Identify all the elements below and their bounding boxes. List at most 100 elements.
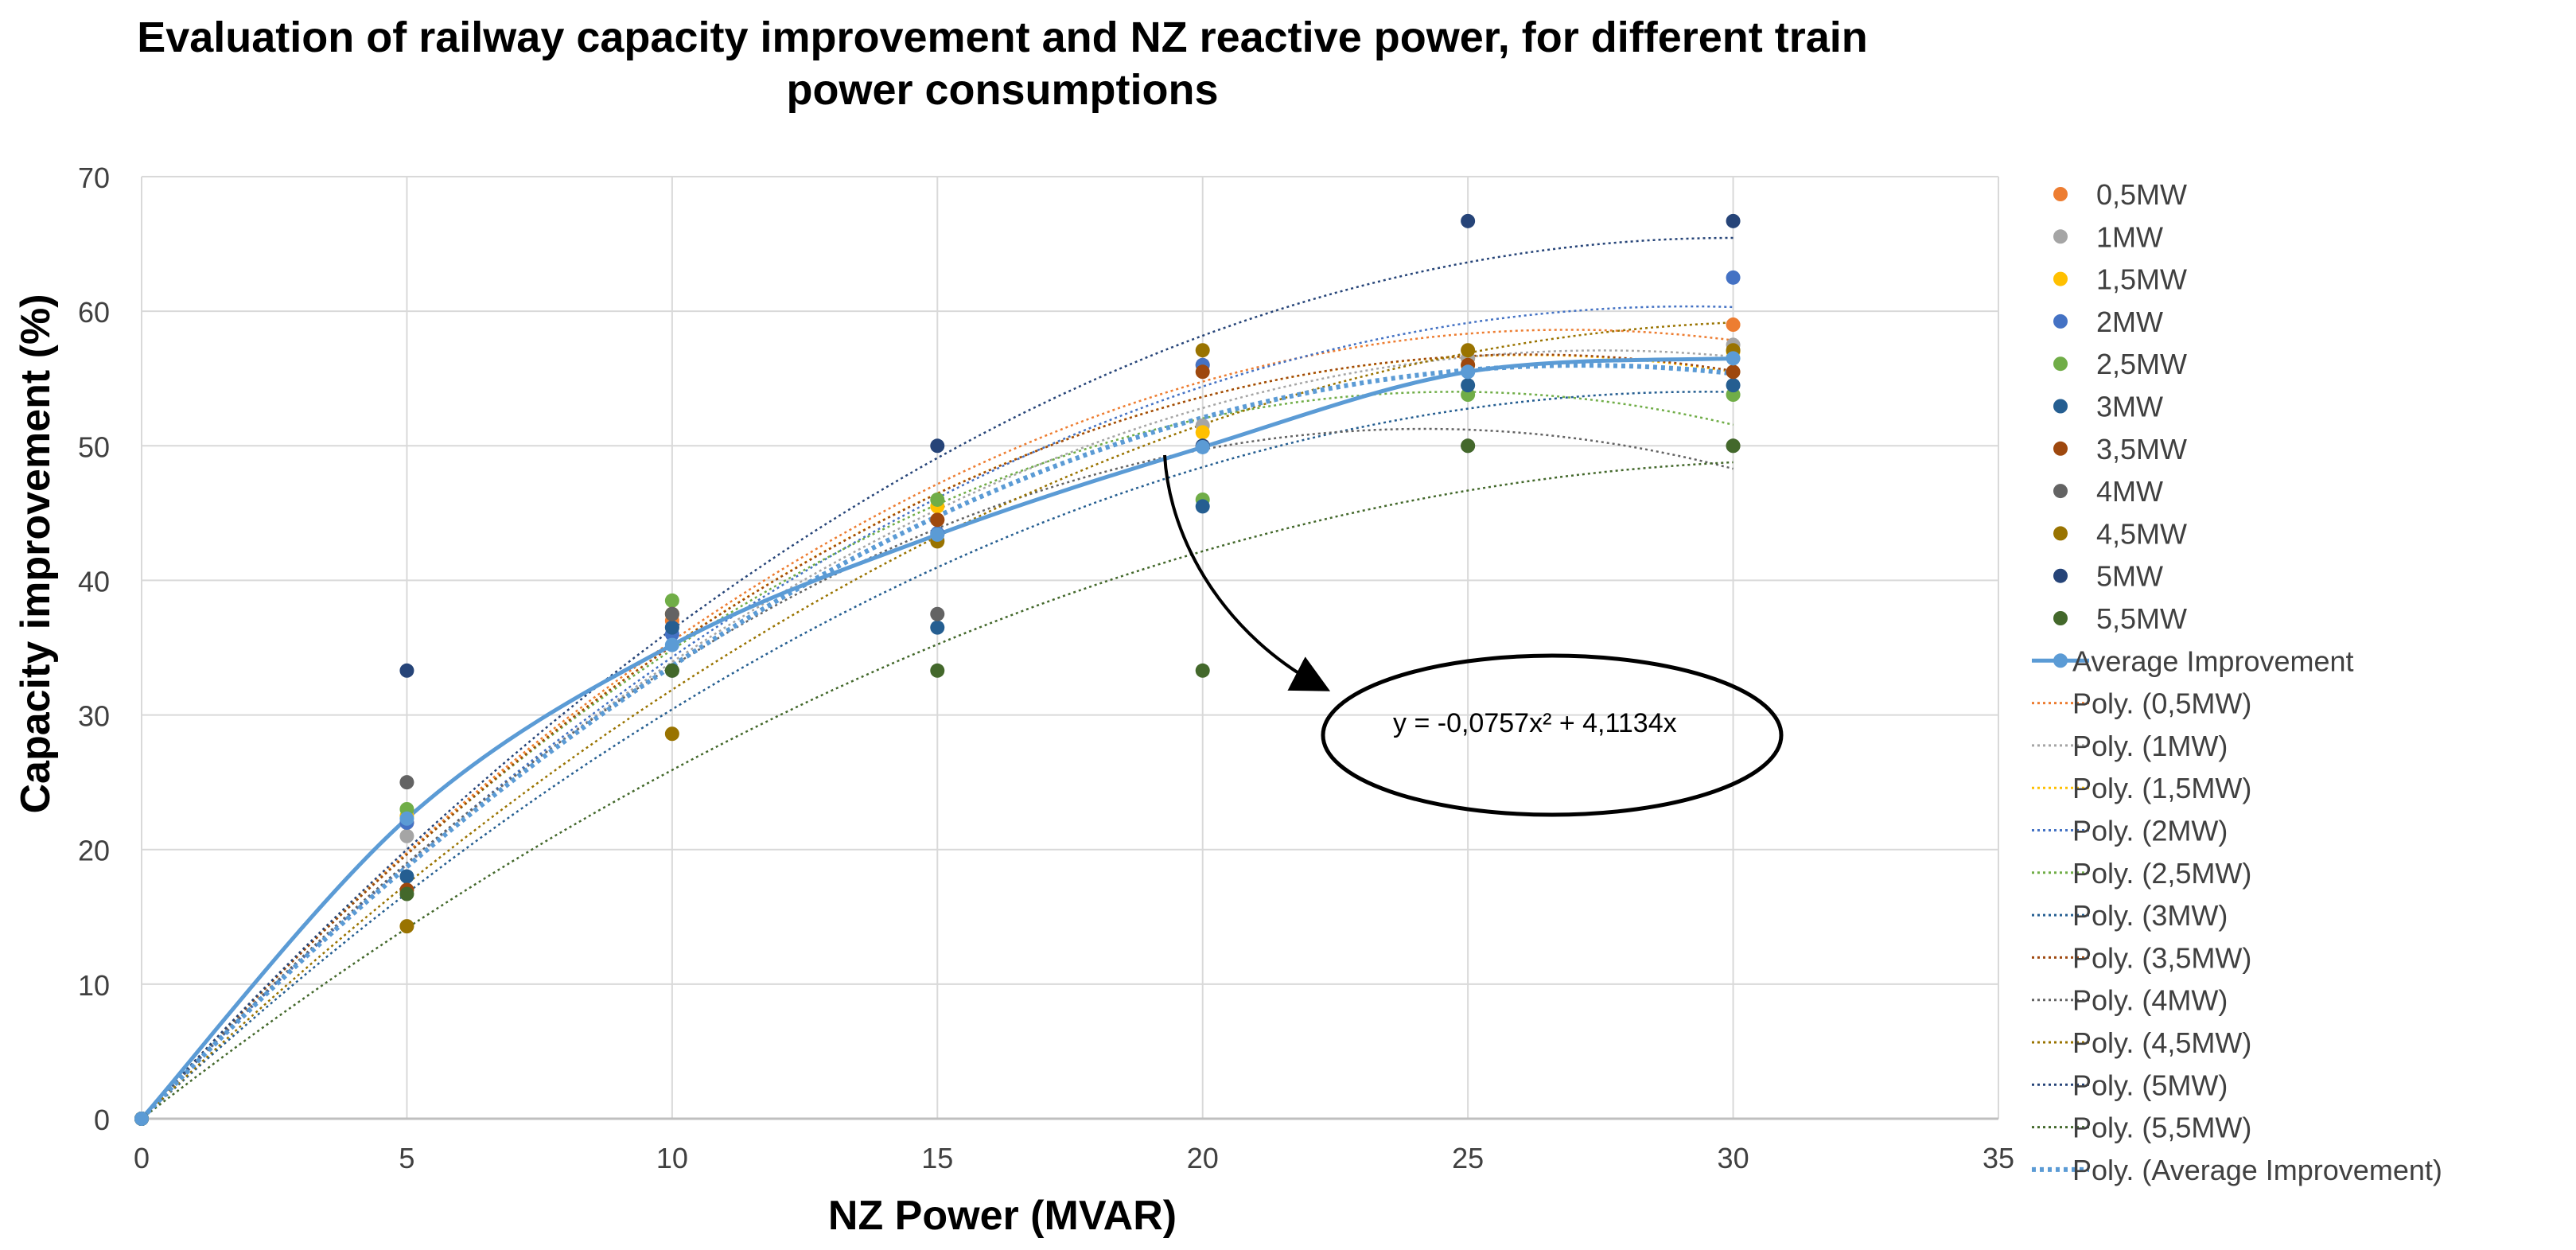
y-axis-label: Capacity improvement (%) — [13, 294, 59, 813]
data-point-series-1 — [1726, 317, 1741, 333]
y-tick-label: 60 — [78, 296, 110, 329]
data-point-average — [930, 527, 945, 542]
legend-trend-label-6: Poly. (3MW) — [2072, 899, 2228, 932]
data-point-series-4 — [1726, 270, 1741, 285]
x-tick-label: 15 — [921, 1142, 953, 1174]
data-point-series-6 — [1195, 499, 1210, 514]
data-point-series-5 — [930, 492, 945, 507]
legend-label-series-9: 4,5MW — [2096, 517, 2187, 550]
trendline-11 — [141, 461, 1734, 1120]
x-tick-label: 10 — [656, 1142, 688, 1174]
legend-marker-series-7 — [2053, 441, 2068, 456]
data-point-series-10 — [399, 663, 414, 678]
legend-trend-label-8: Poly. (4MW) — [2072, 984, 2228, 1017]
legend-trend-label-7: Poly. (3,5MW) — [2072, 941, 2251, 974]
data-point-series-6 — [930, 620, 945, 635]
data-point-series-7 — [1195, 364, 1210, 380]
y-tick-label: 70 — [78, 162, 110, 194]
data-points — [134, 213, 1741, 1126]
trendline-7 — [141, 353, 1734, 1120]
legend-marker-average — [2053, 653, 2068, 668]
gridlines — [141, 176, 1999, 1120]
x-tick-label: 20 — [1187, 1142, 1219, 1174]
legend-marker-series-9 — [2053, 526, 2068, 541]
legend-marker-series-2 — [2053, 229, 2068, 244]
data-point-series-2 — [399, 828, 414, 843]
legend-label-series-11: 5,5MW — [2096, 602, 2187, 635]
legend-trend-label-9: Poly. (4,5MW) — [2072, 1026, 2251, 1059]
x-tick-label: 0 — [134, 1142, 150, 1174]
data-point-average — [1726, 351, 1741, 366]
data-point-average — [664, 637, 679, 652]
x-tick-label: 30 — [1718, 1142, 1749, 1174]
legend-marker-series-4 — [2053, 313, 2068, 329]
legend-label-series-6: 3MW — [2096, 391, 2163, 423]
data-point-series-6 — [399, 869, 414, 884]
chart-title-line-1: Evaluation of railway capacity improveme… — [137, 14, 1868, 61]
y-tick-label: 50 — [78, 430, 110, 463]
data-point-series-8 — [399, 775, 414, 790]
data-point-series-6 — [664, 620, 679, 635]
legend-label-series-5: 2,5MW — [2096, 348, 2187, 380]
data-point-series-5 — [664, 593, 679, 608]
legend-trend-label-4: Poly. (2MW) — [2072, 815, 2228, 847]
legend-trend-label-2: Poly. (1MW) — [2072, 730, 2228, 762]
data-point-series-8 — [664, 606, 679, 621]
legend: 0,5MW 1MW 1,5MW 2MW 2,5MW 3MW 3,5MW 4MW 4,5MW 5MW… — [2032, 178, 2442, 1186]
y-tick-label: 10 — [78, 969, 110, 1002]
legend-trend-label-11: Poly. (5,5MW) — [2072, 1112, 2251, 1144]
data-point-series-7 — [1726, 364, 1741, 380]
y-tick-label: 30 — [78, 700, 110, 733]
legend-label-series-3: 1,5MW — [2096, 263, 2187, 296]
x-tick-label: 25 — [1452, 1142, 1484, 1174]
data-point-series-7 — [930, 512, 945, 528]
legend-marker-series-8 — [2053, 484, 2068, 499]
legend-label-series-1: 0,5MW — [2096, 178, 2187, 211]
data-point-series-10 — [1461, 213, 1476, 228]
chart-title: Evaluation of railway capacity improveme… — [0, 11, 2005, 116]
data-point-series-10 — [1726, 213, 1741, 228]
x-tick-label: 35 — [1983, 1142, 2014, 1174]
legend-marker-series-6 — [2053, 399, 2068, 414]
legend-label-average: Average Improvement — [2072, 644, 2354, 677]
legend-label-series-4: 2MW — [2096, 306, 2163, 338]
legend-label-series-8: 4MW — [2096, 475, 2163, 508]
data-point-series-6 — [1461, 378, 1476, 393]
equation-annotation: y = -0,0757x² + 4,1134x — [1163, 454, 1784, 817]
data-point-series-11 — [1726, 438, 1741, 454]
legend-trend-label-5: Poly. (2,5MW) — [2072, 857, 2251, 890]
data-point-series-9 — [1461, 343, 1476, 358]
annotation-ellipse — [1321, 653, 1784, 817]
data-point-series-10 — [930, 438, 945, 454]
data-point-average — [1195, 439, 1210, 454]
data-point-series-11 — [399, 886, 414, 901]
legend-marker-series-3 — [2053, 271, 2068, 286]
data-point-series-9 — [1195, 343, 1210, 358]
legend-trend-label-10: Poly. (5MW) — [2072, 1069, 2228, 1101]
data-point-average — [399, 811, 414, 826]
y-tick-label: 0 — [94, 1104, 110, 1136]
legend-trend-label-3: Poly. (1,5MW) — [2072, 772, 2251, 804]
y-tick-label: 20 — [78, 835, 110, 867]
y-tick-label: 40 — [78, 565, 110, 598]
data-point-series-11 — [930, 663, 945, 678]
data-point-series-11 — [1195, 663, 1210, 678]
legend-marker-series-11 — [2053, 611, 2068, 625]
data-point-series-11 — [664, 663, 679, 678]
axis-ticks: 0 10 20 30 40 50 60 70 0 5 10 15 20 25 30 35 — [78, 162, 2014, 1174]
legend-marker-series-5 — [2053, 356, 2068, 372]
legend-marker-series-1 — [2053, 187, 2068, 201]
annotation-arrow — [1163, 454, 1331, 691]
data-point-average — [1461, 364, 1476, 380]
legend-label-series-7: 3,5MW — [2096, 433, 2187, 465]
data-point-series-9 — [399, 919, 414, 934]
x-tick-label: 5 — [399, 1142, 414, 1174]
data-point-series-3 — [1195, 425, 1210, 440]
legend-marker-series-10 — [2053, 568, 2068, 583]
equation-label: y = -0,0757x² + 4,1134x — [1393, 708, 1677, 738]
legend-trend-label-1: Poly. (0,5MW) — [2072, 687, 2251, 720]
legend-label-series-10: 5MW — [2096, 560, 2163, 593]
trendline-6 — [141, 391, 1734, 1120]
data-point-series-9 — [664, 726, 679, 742]
